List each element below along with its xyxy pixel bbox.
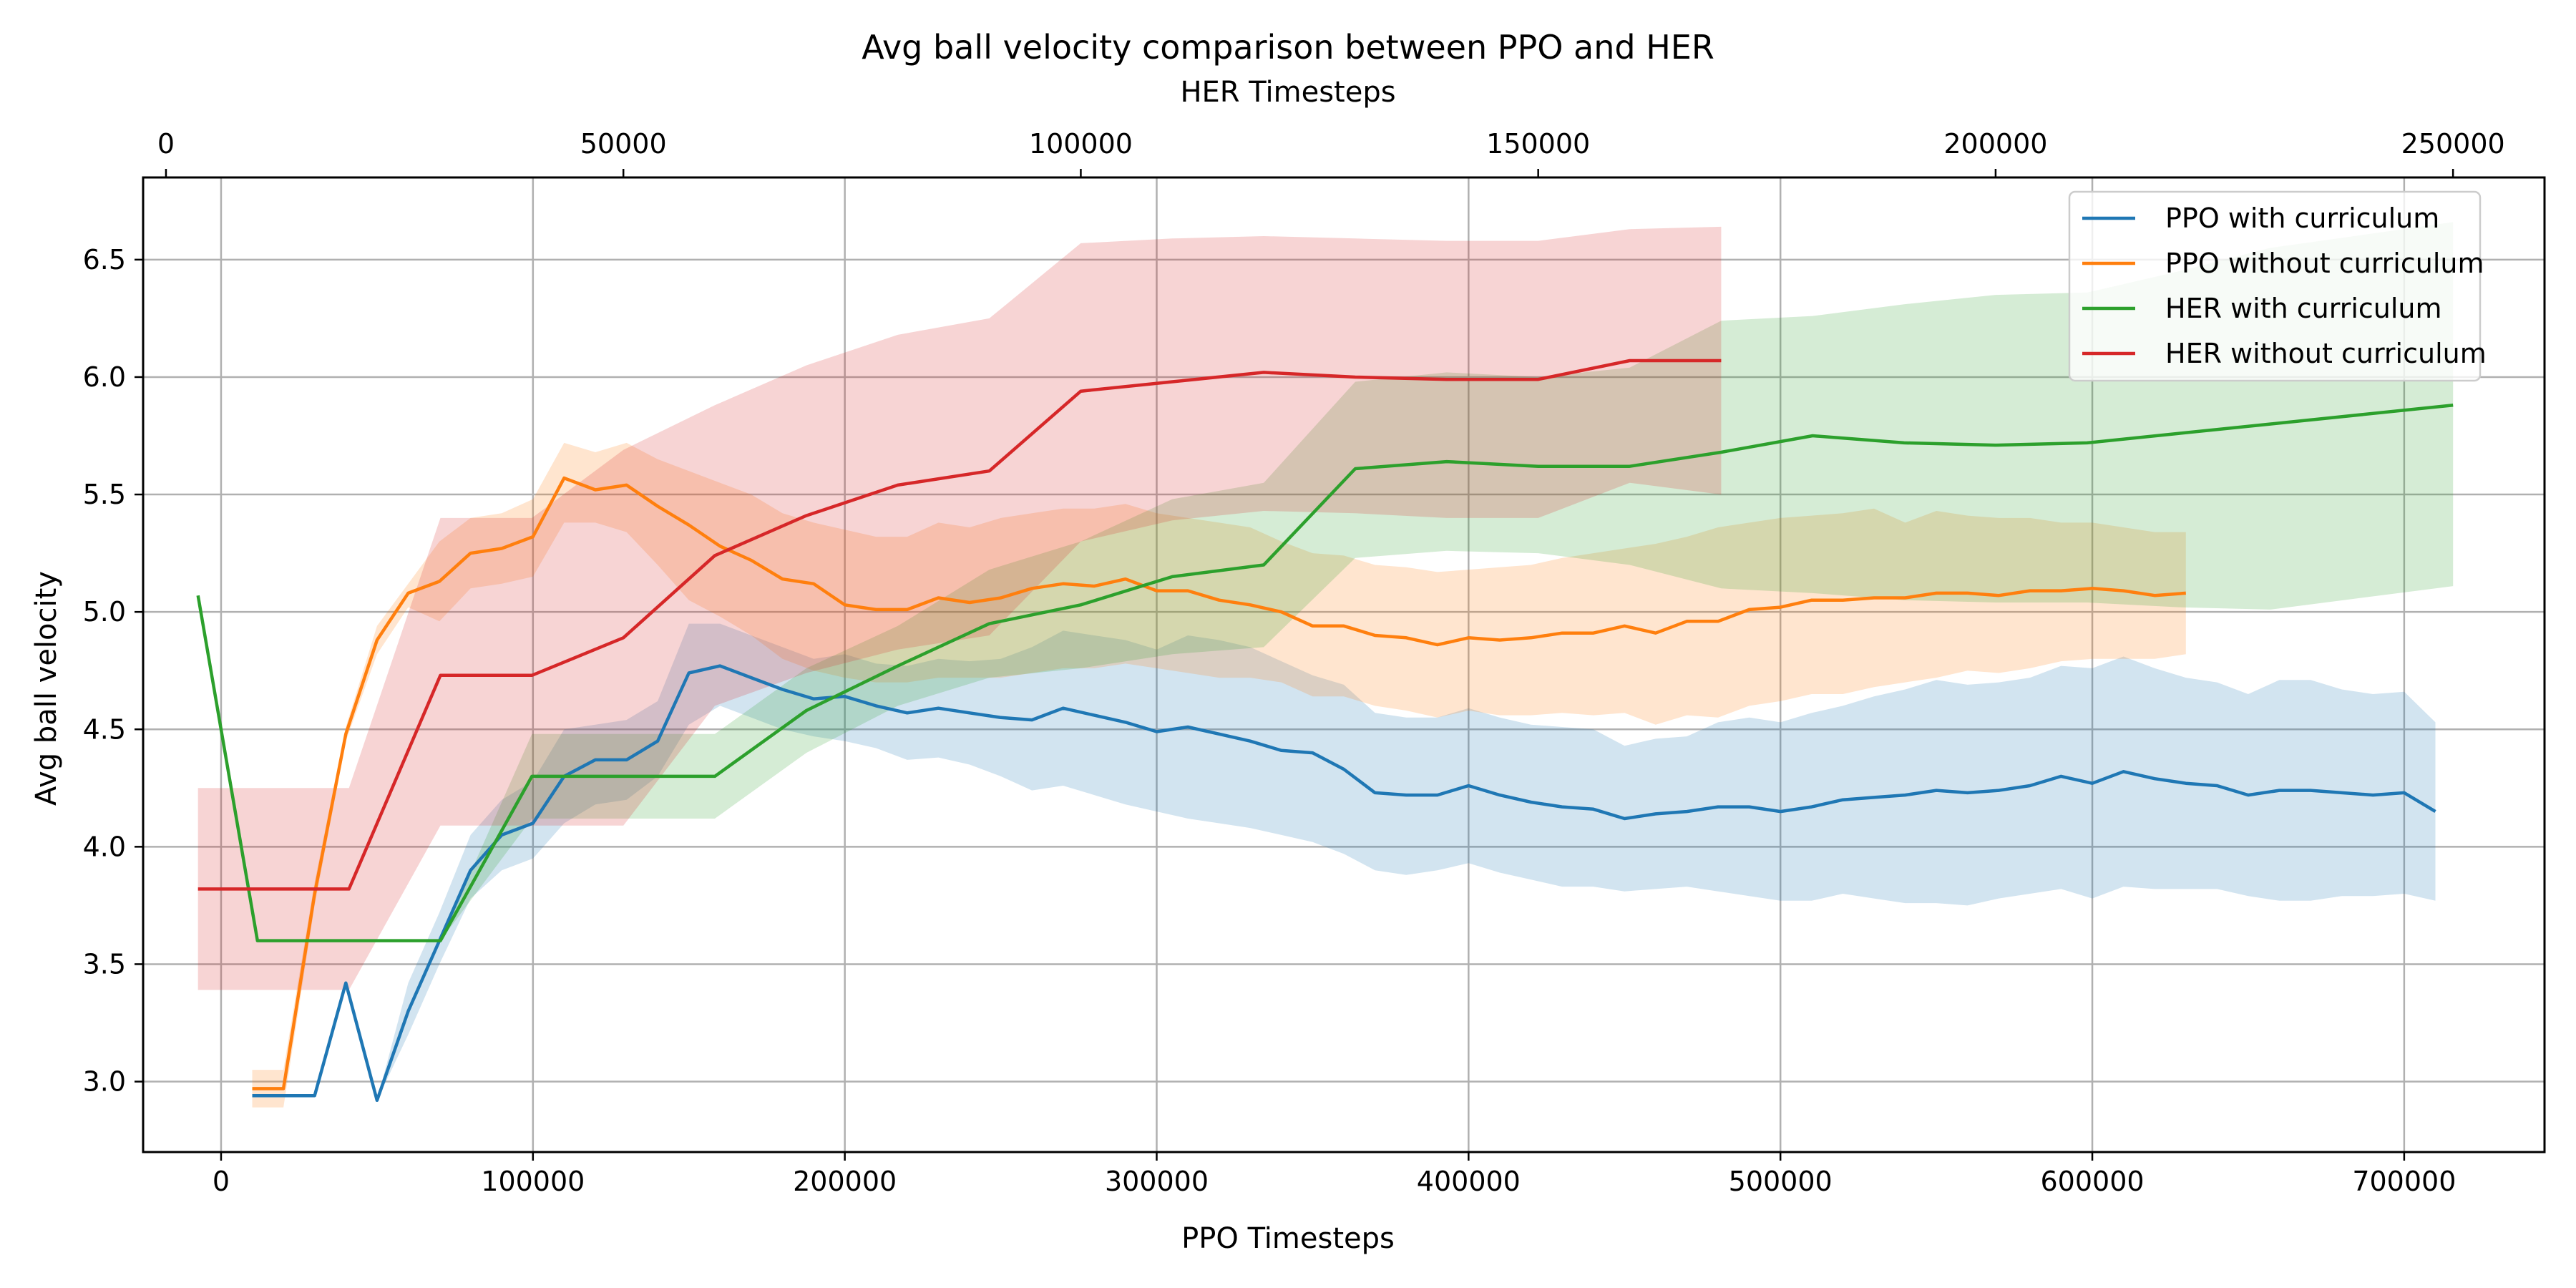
x-tick-label: 0 [213,1166,230,1197]
x-tick-label: 300000 [1105,1166,1209,1197]
y-tick-label: 6.5 [83,244,126,275]
axis-ticks: 0 100000 200000 300000 400000 500000 600000 700… [83,128,2505,1197]
series-lines [196,358,2454,1103]
x2-tick-label: 250000 [2401,128,2505,160]
x2-tick-label: 150000 [1486,128,1590,160]
legend-label: PPO without curriculum [2165,248,2484,279]
y-tick-label: 3.0 [83,1066,126,1098]
x-tick-label: 200000 [793,1166,897,1197]
y-tick-label: 3.5 [83,948,126,980]
series-band [252,623,2436,1101]
x-tick-label: 100000 [481,1166,585,1197]
chart-title: Avg ball velocity comparison between PPO… [862,28,1714,67]
plot-frame [142,176,2546,1153]
x-tick-label: 500000 [1729,1166,1833,1197]
series-line [196,404,2454,942]
x2-tick-label: 100000 [1029,128,1133,160]
series-band [197,222,2454,941]
x2-tick-label: 50000 [580,128,667,160]
x-tick-label: 700000 [2352,1166,2456,1197]
series-line [197,358,1722,891]
x2-tick-label: 200000 [1943,128,2047,160]
series-band [197,226,1722,990]
series-line [252,664,2436,1103]
legend-label: PPO with curriculum [2165,203,2439,234]
legend-box [2068,190,2482,382]
legend: PPO with curriculum PPO without curriculu… [2068,190,2487,382]
confidence-bands [197,222,2454,1108]
y-axis-label: Avg ball velocity [30,571,63,806]
legend-label: HER with curriculum [2165,293,2442,324]
y-tick-label: 4.5 [83,713,126,745]
series-band [252,442,2186,1108]
legend-label: HER without curriculum [2165,338,2487,369]
x-tick-label: 600000 [2040,1166,2144,1197]
y-tick-label: 6.0 [83,361,126,393]
top-axis-label: HER Timesteps [1180,76,1395,109]
y-tick-label: 5.0 [83,596,126,628]
y-tick-label: 5.5 [83,479,126,510]
bottom-axis-label: PPO Timesteps [1181,1222,1395,1255]
series-line [252,476,2186,1091]
y-tick-label: 4.0 [83,831,126,862]
x2-tick-label: 0 [157,128,175,160]
x-tick-label: 400000 [1417,1166,1521,1197]
